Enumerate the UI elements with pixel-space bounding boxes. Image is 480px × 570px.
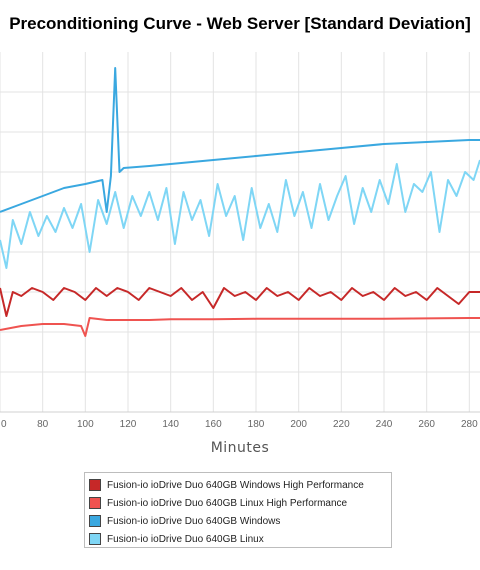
- series-line-3: [0, 67, 480, 213]
- x-tick-label: 180: [248, 419, 265, 430]
- x-tick-label: 100: [77, 419, 94, 430]
- chart-title: Preconditioning Curve - Web Server [Stan…: [9, 14, 471, 33]
- chart-legend: Fusion-io ioDrive Duo 640GB Windows High…: [84, 472, 392, 548]
- legend-item-windows: Fusion-io ioDrive Duo 640GB Windows: [89, 512, 391, 530]
- legend-swatch: [89, 479, 101, 491]
- x-tick-label: 280: [461, 419, 478, 430]
- x-tick-label: 260: [418, 419, 435, 430]
- x-tick-label: 0: [1, 419, 7, 430]
- x-tick-label: 240: [376, 419, 393, 430]
- legend-label: Fusion-io ioDrive Duo 640GB Linux High P…: [107, 497, 348, 509]
- series-line-1: [0, 287, 480, 317]
- x-axis-label: Minutes: [210, 440, 270, 456]
- x-tick-label: 160: [205, 419, 222, 430]
- series-line-2: [0, 317, 480, 337]
- x-tick-label: 120: [120, 419, 137, 430]
- x-tick-label: 80: [37, 419, 49, 430]
- x-tick-label: 140: [162, 419, 179, 430]
- x-tick-label: 200: [290, 419, 307, 430]
- legend-label: Fusion-io ioDrive Duo 640GB Windows High…: [107, 479, 364, 491]
- series-line-4: [0, 159, 480, 269]
- legend-label: Fusion-io ioDrive Duo 640GB Windows: [107, 515, 281, 527]
- legend-swatch: [89, 497, 101, 509]
- legend-swatch: [89, 533, 101, 545]
- legend-item-linux: Fusion-io ioDrive Duo 640GB Linux: [89, 530, 391, 548]
- x-tick-label: 220: [333, 419, 350, 430]
- legend-swatch: [89, 515, 101, 527]
- line-chart: 0 80 100 120 140 160 180 200 220 240 260 280: [0, 52, 480, 430]
- legend-item-linux-high-performance: Fusion-io ioDrive Duo 640GB Linux High P…: [89, 494, 391, 512]
- legend-item-windows-high-performance: Fusion-io ioDrive Duo 640GB Windows High…: [89, 476, 391, 494]
- legend-label: Fusion-io ioDrive Duo 640GB Linux: [107, 533, 264, 545]
